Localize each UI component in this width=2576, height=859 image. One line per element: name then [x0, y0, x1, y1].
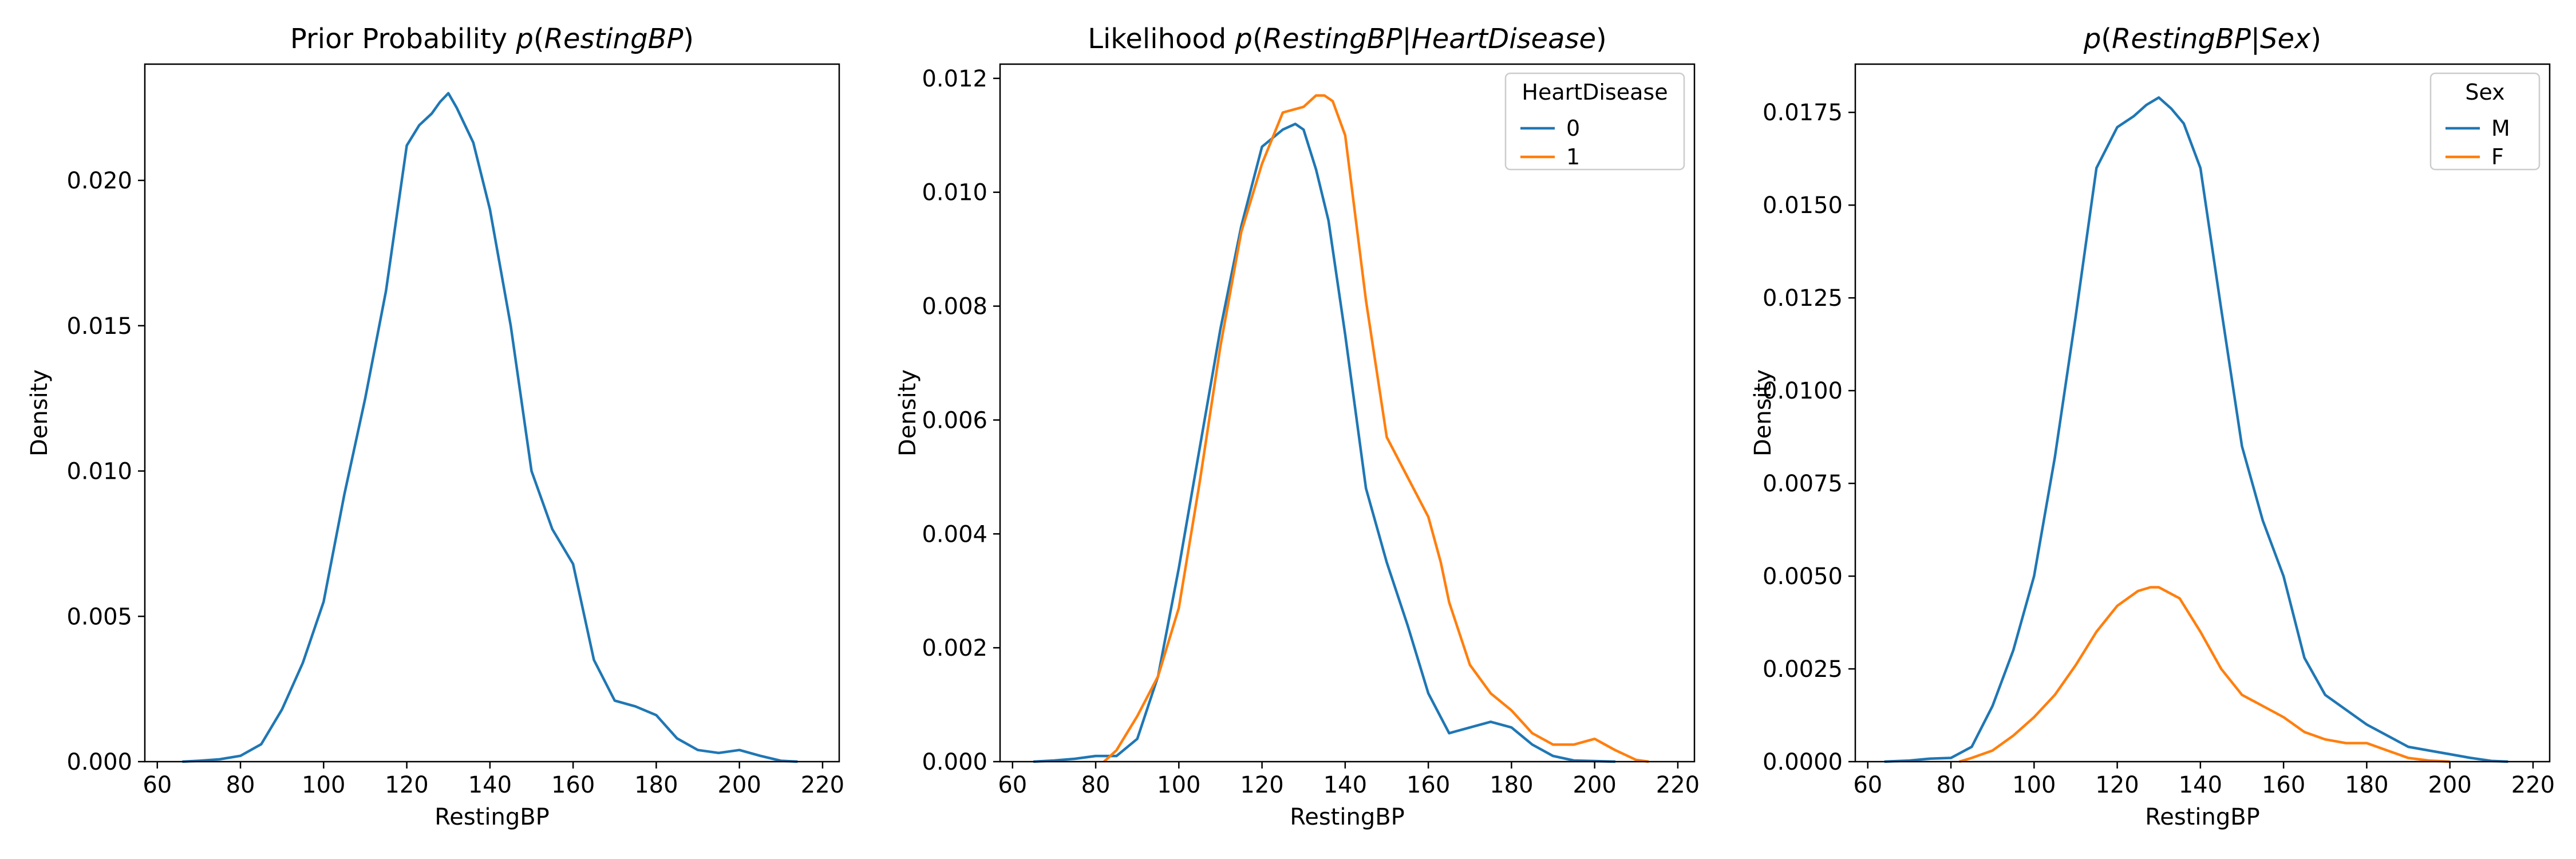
series-line-F — [1958, 586, 2450, 763]
series-line-density — [182, 92, 798, 763]
y-tick-label: 0.010 — [66, 459, 132, 485]
chart-panel-1: 60 80 100 120 140 160 180 200 220 0.000 0.005 0.010… — [26, 23, 844, 830]
x-tick-label: 140 — [468, 772, 512, 798]
x-tick-label: 200 — [2428, 772, 2471, 798]
legend-title: HeartDisease — [1522, 80, 1668, 105]
x-tick-label: 100 — [302, 772, 345, 798]
chart-panel-2: 60 80 100 120 140 160 180 200 220 0.000 0.002 0.004… — [895, 23, 1700, 830]
x-tick-label: 60 — [143, 772, 172, 798]
legend-entry-label: F — [2491, 144, 2504, 170]
legend: HeartDisease 0 1 — [1504, 72, 1685, 171]
x-tick-label: 180 — [1490, 772, 1533, 798]
x-tick-label: 140 — [1323, 772, 1367, 798]
x-tick-label: 60 — [1853, 772, 1882, 798]
y-tick-label: 0.000 — [66, 749, 132, 775]
legend-box — [2429, 72, 2541, 171]
x-tick-label: 80 — [226, 772, 255, 798]
legend-title: Sex — [2465, 80, 2504, 105]
y-tick-label: 0.008 — [922, 294, 987, 320]
y-axis-label: Density — [1750, 369, 1776, 456]
x-tick-label: 80 — [1081, 772, 1111, 798]
y-tick-label: 0.010 — [922, 180, 987, 206]
y-tick-label: 0.006 — [922, 407, 987, 434]
y-tick-label: 0.005 — [66, 604, 132, 630]
y-axis-label: Density — [26, 369, 53, 456]
x-tick-label: 160 — [1406, 772, 1450, 798]
chart-title: Likelihood p(RestingBP|HeartDisease) — [1088, 23, 1607, 55]
x-tick-label: 120 — [1240, 772, 1283, 798]
y-tick-label: 0.0175 — [1763, 100, 1843, 126]
x-axis-label: RestingBP — [2145, 804, 2260, 830]
series-line-M — [1884, 96, 2508, 763]
y-tick-label: 0.000 — [922, 749, 987, 775]
y-tick-label: 0.0150 — [1763, 192, 1843, 219]
chart-title: Prior Probability p(RestingBP) — [290, 23, 694, 55]
x-tick-label: 220 — [1656, 772, 1700, 798]
y-tick-label: 0.002 — [922, 635, 987, 661]
plot-frame — [1854, 63, 2551, 763]
x-tick-label: 100 — [1157, 772, 1200, 798]
legend-box — [1504, 72, 1685, 171]
x-tick-label: 220 — [801, 772, 844, 798]
x-tick-label: 200 — [1573, 772, 1616, 798]
x-tick-label: 120 — [2095, 772, 2139, 798]
x-axis-label: RestingBP — [1290, 804, 1405, 830]
y-tick-label: 0.0100 — [1763, 378, 1843, 404]
x-tick-label: 160 — [551, 772, 595, 798]
x-tick-label: 180 — [634, 772, 678, 798]
y-tick-label: 0.0050 — [1763, 564, 1843, 590]
plot-frame — [144, 63, 840, 763]
x-tick-label: 220 — [2511, 772, 2555, 798]
y-tick-label: 0.004 — [922, 521, 987, 547]
y-tick-label: 0.015 — [66, 313, 132, 340]
series-line-0 — [1033, 123, 1616, 763]
x-tick-label: 140 — [2179, 772, 2222, 798]
y-axis-label: Density — [895, 369, 921, 456]
x-tick-label: 60 — [998, 772, 1027, 798]
legend-entry-label: 0 — [1566, 116, 1580, 141]
x-tick-label: 100 — [2012, 772, 2056, 798]
x-tick-label: 180 — [2345, 772, 2388, 798]
x-tick-label: 200 — [717, 772, 761, 798]
legend-entry-label: 1 — [1566, 144, 1580, 170]
x-axis-label: RestingBP — [434, 804, 550, 830]
y-tick-label: 0.0125 — [1763, 285, 1843, 312]
y-tick-label: 0.020 — [66, 168, 132, 194]
x-tick-label: 160 — [2262, 772, 2305, 798]
y-tick-label: 0.0075 — [1763, 471, 1843, 497]
legend: Sex MF — [2429, 72, 2541, 171]
chart-title: p(RestingBP|Sex) — [2083, 23, 2321, 55]
series-line-1 — [1103, 94, 1649, 763]
y-tick-label: 0.0025 — [1763, 656, 1843, 683]
y-tick-label: 0.0000 — [1763, 749, 1843, 775]
chart-panel-3: 60 80 100 120 140 160 180 200 220 0.0000 0.0025 0.0… — [1750, 23, 2555, 830]
y-tick-label: 0.012 — [922, 66, 987, 92]
x-tick-label: 120 — [385, 772, 428, 798]
legend-entry-label: M — [2491, 116, 2510, 141]
x-tick-label: 80 — [1937, 772, 1966, 798]
plot-frame — [999, 63, 1696, 763]
